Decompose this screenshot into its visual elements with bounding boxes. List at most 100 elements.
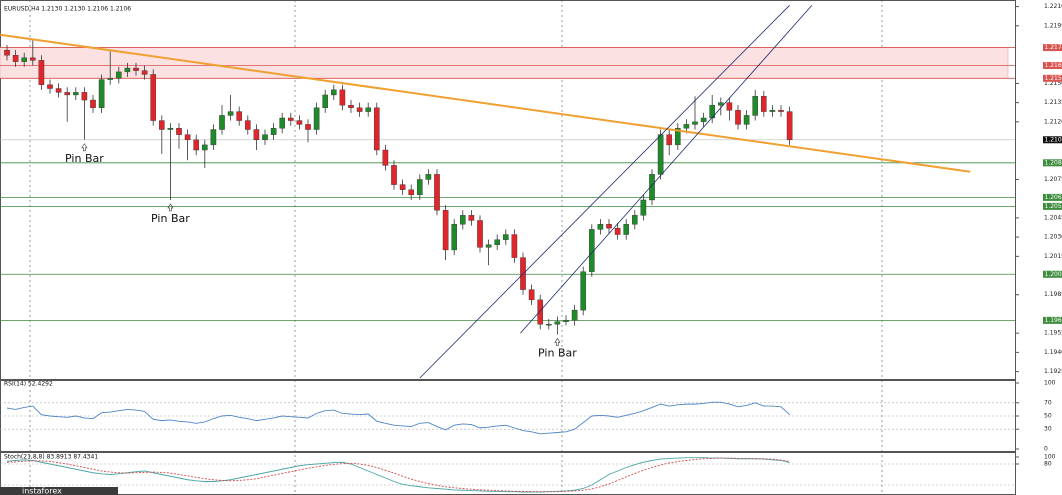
candle-body <box>305 124 311 130</box>
candle-body <box>124 67 131 73</box>
y-tick-label: 1.1985 <box>1044 291 1062 298</box>
y-tick-label: 70 <box>1044 399 1052 406</box>
y-tick-label: 1.1940 <box>1044 349 1062 356</box>
y-tick-label: 100 <box>1044 454 1056 461</box>
level-tag-label: 1.2154 <box>1045 75 1062 82</box>
candle-body <box>279 117 286 129</box>
main-frame <box>0 0 1016 380</box>
candle-body <box>322 94 329 108</box>
level-tag <box>1043 159 1062 167</box>
candle-body <box>451 224 458 251</box>
candle-body <box>657 134 664 175</box>
y-tick-label: 1.2210 <box>1044 3 1062 10</box>
level-tag <box>1043 44 1062 52</box>
candle-body <box>786 111 793 140</box>
candle-body <box>563 320 569 322</box>
level-tag <box>1043 74 1062 82</box>
candle-body <box>417 179 423 196</box>
candle-body <box>468 215 475 221</box>
candle-body <box>193 139 200 151</box>
candle-body <box>726 102 733 111</box>
candle-body <box>606 224 612 229</box>
candle-body <box>434 174 440 211</box>
y-tick-label: 100 <box>1044 380 1056 387</box>
candle-body <box>442 210 449 251</box>
candle-body <box>141 70 148 75</box>
level-tag-label: 1.2054 <box>1045 203 1062 210</box>
y-tick-label: 30 <box>1044 426 1052 433</box>
resistance-zone <box>0 47 1009 79</box>
candle-body <box>72 92 79 96</box>
y-tick-label: 1.1925 <box>1044 368 1062 375</box>
y-tick-label: 1.2195 <box>1044 22 1062 29</box>
candle-body <box>262 134 268 140</box>
candle-body <box>236 111 243 121</box>
candle-body <box>511 234 518 258</box>
candle-body <box>296 120 303 125</box>
candle-body <box>90 99 96 108</box>
candle-body <box>391 165 397 185</box>
candle-body <box>374 107 380 151</box>
candle-body <box>623 224 629 235</box>
candle-body <box>666 134 672 146</box>
candle-body <box>546 324 552 326</box>
candle-body <box>98 79 105 108</box>
y-tick-label: 1.2135 <box>1044 99 1062 106</box>
candle-body <box>477 220 483 248</box>
candle-body <box>210 129 217 146</box>
candle-body <box>150 74 157 121</box>
candle-body <box>365 107 372 112</box>
candle-body <box>571 309 578 321</box>
y-tick-label: 1.2045 <box>1044 214 1062 221</box>
candle-body <box>38 60 45 85</box>
candle-body <box>55 88 62 93</box>
candle-body <box>21 57 28 62</box>
candle-body <box>331 89 337 96</box>
y-tick-label: 1.2075 <box>1044 176 1062 183</box>
y-tick-label: 1.1955 <box>1044 330 1062 337</box>
level-tag-label: 1.2178 <box>1045 44 1062 51</box>
y-tick-label: 0 <box>1044 446 1048 453</box>
candle-body <box>709 104 715 119</box>
candle-body <box>399 184 406 190</box>
candle-body <box>769 110 776 112</box>
level-tag <box>1043 316 1062 324</box>
y-tick-label: 80 <box>1044 461 1052 468</box>
pin-bar-label: Pin Bar <box>538 346 577 359</box>
candle-body <box>597 224 604 230</box>
candle-body <box>313 107 320 130</box>
candle-body <box>537 299 543 325</box>
y-tick-label: 1.2030 <box>1044 234 1062 241</box>
candle-body <box>743 115 750 125</box>
candle-body <box>649 174 655 201</box>
candle-body <box>81 92 88 101</box>
candle-body <box>683 124 690 129</box>
candle-body <box>752 96 758 116</box>
stoch-header: Stoch(21,8,8) 83.8913 87.4341 <box>4 454 98 461</box>
y-tick-label: 1.2150 <box>1044 80 1062 87</box>
candle-body <box>718 102 724 106</box>
candle-body <box>632 215 638 225</box>
level-tag-label: 1.2088 <box>1045 159 1062 166</box>
candle-body <box>201 144 208 151</box>
candle-body <box>176 128 182 135</box>
indicator-line <box>6 401 790 435</box>
level-tag <box>1043 193 1062 201</box>
trend-line <box>0 33 971 173</box>
candle-body <box>227 111 234 116</box>
level-tag <box>1043 270 1062 278</box>
y-tick-label: 50 <box>1044 413 1052 420</box>
trend-line <box>520 5 813 334</box>
candle-body <box>270 128 277 135</box>
pin-bar-label: Pin Bar <box>151 212 190 225</box>
candle-body <box>614 227 621 235</box>
candle-body <box>167 128 174 130</box>
pin-arrow <box>167 203 174 212</box>
y-tick-label: 1.2015 <box>1044 253 1062 260</box>
candle-body <box>348 104 354 108</box>
level-tag <box>1043 61 1062 69</box>
candle-body <box>778 110 784 112</box>
candle-body <box>30 57 36 61</box>
